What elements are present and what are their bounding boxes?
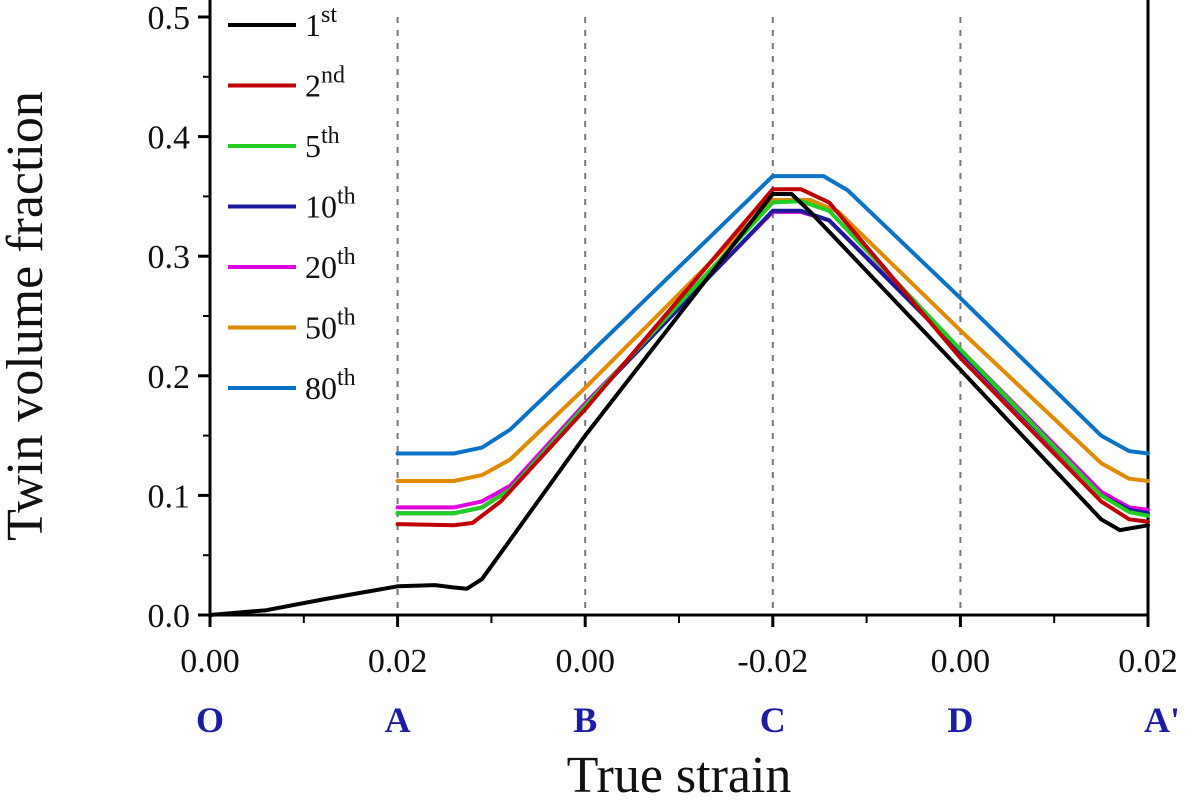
legend-label-20th: 20th bbox=[305, 244, 356, 285]
legend-label-10th: 10th bbox=[305, 184, 356, 225]
x-tick-label: 0.00 bbox=[555, 643, 615, 680]
path-point-label: B bbox=[573, 700, 597, 740]
x-tick-label: 0.00 bbox=[180, 643, 240, 680]
legend: 1st 2nd 5th 10th 20th 50th 80th bbox=[228, 2, 356, 406]
x-tick-label: -0.02 bbox=[737, 643, 808, 680]
legend-label-1st: 1st bbox=[305, 2, 337, 43]
series-line-1st bbox=[208, 192, 1150, 617]
series-line-2nd bbox=[395, 187, 1150, 528]
series-line-5th bbox=[395, 199, 1150, 518]
series-line-80th bbox=[395, 174, 1150, 456]
path-point-label: A' bbox=[1144, 700, 1180, 740]
dashed-lines bbox=[396, 17, 962, 615]
legend-label-80th: 80th bbox=[305, 365, 356, 406]
axes: 0.0 0.1 0.2 0.3 0.4 0.5 0.00 O 0.02 A 0.00 B -0.02 C 0… bbox=[148, 0, 1180, 740]
y-axis-label: Twin volume fraction bbox=[0, 91, 54, 541]
legend-label-2nd: 2nd bbox=[305, 63, 345, 104]
path-point-label: D bbox=[947, 700, 973, 740]
y-tick-label: 0.0 bbox=[148, 598, 191, 635]
y-tick-label: 0.4 bbox=[148, 120, 191, 157]
series-lines bbox=[208, 174, 1150, 617]
y-tick-label: 0.1 bbox=[148, 478, 191, 515]
y-tick-label: 0.3 bbox=[148, 239, 191, 276]
x-tick-label: 0.02 bbox=[368, 643, 428, 680]
y-tick-label: 0.2 bbox=[148, 359, 191, 396]
path-point-label: C bbox=[760, 700, 786, 740]
legend-label-5th: 5th bbox=[305, 123, 340, 164]
path-point-label: A bbox=[385, 700, 411, 740]
x-tick-label: 0.00 bbox=[931, 643, 991, 680]
legend-label-50th: 50th bbox=[305, 305, 356, 346]
x-tick-label: 0.02 bbox=[1118, 643, 1178, 680]
x-axis-label: True strain bbox=[567, 747, 792, 800]
path-point-label: O bbox=[196, 700, 224, 740]
y-tick-label: 0.5 bbox=[148, 0, 191, 37]
